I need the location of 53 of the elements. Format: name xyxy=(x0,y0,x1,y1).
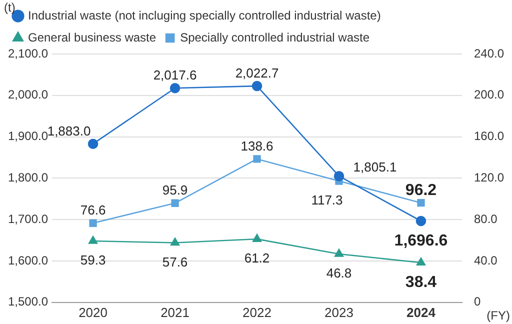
point xyxy=(88,138,98,149)
data-label: 61.2 xyxy=(244,250,270,266)
data-label: 95.9 xyxy=(162,182,188,198)
point xyxy=(416,216,426,226)
legend-label: Specially controlled industrial waste xyxy=(180,30,370,44)
x-tick-label: 2022 xyxy=(242,304,272,320)
y-tick-label: 1,500.0 xyxy=(8,294,48,309)
point xyxy=(253,155,261,163)
point xyxy=(88,236,98,244)
data-label: 1,883.0 xyxy=(47,123,91,138)
point xyxy=(252,80,262,92)
data-label: 96.2 xyxy=(405,182,437,200)
data-label: 76.6 xyxy=(80,202,106,218)
point xyxy=(417,199,425,207)
point xyxy=(89,219,97,227)
data-label: 57.6 xyxy=(162,254,188,270)
y-tick-label: 1,700.0 xyxy=(8,212,48,226)
point xyxy=(334,248,344,257)
y-axis-title: (t) xyxy=(4,0,16,14)
x-tick-label: 2020 xyxy=(78,304,108,320)
data-label: 2,017.6 xyxy=(153,68,197,83)
y2-tick-label: 240.0 xyxy=(474,46,504,60)
x-tick-label: 2021 xyxy=(160,304,190,320)
y2-tick-label: 80.0 xyxy=(474,212,498,226)
x-axis-title: (FY) xyxy=(486,308,510,323)
data-label: 59.3 xyxy=(80,252,106,268)
y-tick-label: 1,900.0 xyxy=(8,129,48,144)
y-tick-label: 2,100.0 xyxy=(8,46,48,60)
x-tick-label: 2023 xyxy=(324,304,354,320)
y-tick-label: 2,000.0 xyxy=(8,88,48,102)
y-tick-label: 1,800.0 xyxy=(8,170,48,185)
y2-tick-label: 40.0 xyxy=(474,253,498,268)
y2-tick-label: 120.0 xyxy=(474,170,504,185)
point xyxy=(170,82,180,94)
x-tick-label: 2024 xyxy=(406,304,436,320)
point xyxy=(171,199,179,207)
point xyxy=(334,170,344,182)
data-label: 38.4 xyxy=(405,274,437,292)
y-tick-label: 1,600.0 xyxy=(8,253,48,268)
data-label: 1,805.1 xyxy=(353,160,397,175)
point xyxy=(252,234,262,242)
y2-tick-label: 200.0 xyxy=(474,88,504,102)
data-label: 138.6 xyxy=(240,138,274,154)
data-label: 46.8 xyxy=(326,266,352,281)
legend-label: General business waste xyxy=(28,30,156,44)
data-label: 2,022.7 xyxy=(235,66,279,81)
legend-label: Industrial waste (not incluging specially controlled industrial waste) xyxy=(28,8,381,22)
y2-tick-label: 0 xyxy=(474,294,481,309)
data-label: 117.3 xyxy=(311,192,343,208)
point xyxy=(416,258,426,266)
y2-tick-label: 160.0 xyxy=(474,129,504,144)
data-label: 1,696.6 xyxy=(394,232,448,250)
point xyxy=(170,238,180,246)
